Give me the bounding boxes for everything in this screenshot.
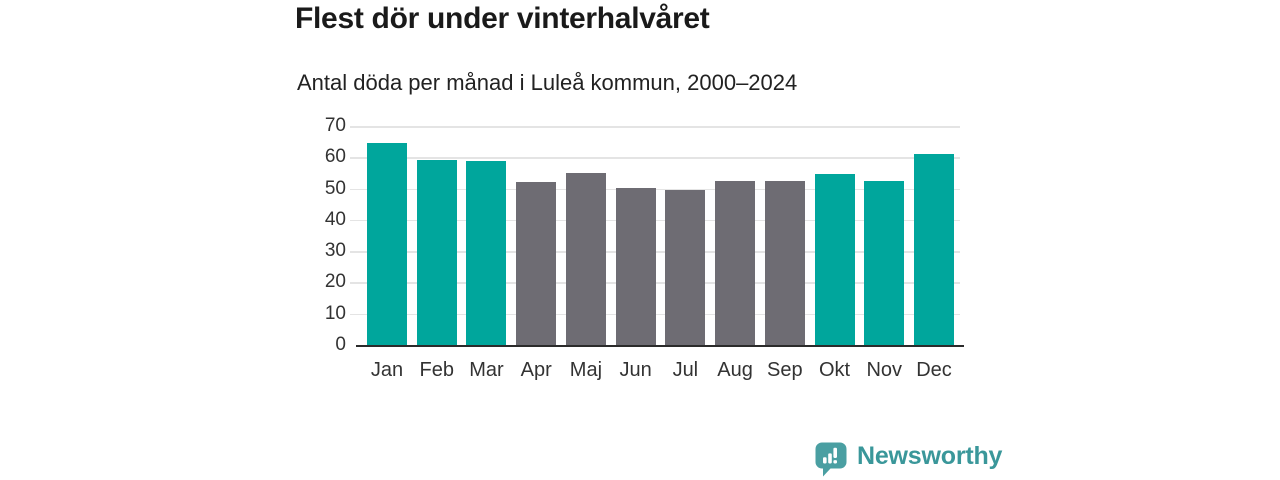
- x-tick-label-jan: Jan: [370, 359, 404, 381]
- x-tick-label-okt: Okt: [818, 359, 851, 381]
- gridline-60: [350, 157, 960, 159]
- x-tick-label-maj: Maj: [569, 359, 603, 381]
- bar-jul: [665, 189, 706, 345]
- y-tick-label-0: 0: [335, 334, 346, 355]
- bar-aug: [715, 181, 756, 345]
- bar-sep: [764, 180, 805, 345]
- x-tick-label-mar: Mar: [469, 359, 504, 381]
- plot-area: [350, 126, 960, 345]
- bar-nov: [864, 180, 905, 345]
- newsworthy-logo: Newsworthy: [814, 441, 1002, 478]
- bar-jan: [367, 142, 407, 345]
- y-tick-label-50: 50: [324, 177, 346, 199]
- bar-dec: [913, 154, 954, 345]
- y-tick-label-40: 40: [324, 208, 346, 230]
- x-tick-label-jun: Jun: [619, 359, 652, 381]
- bar-feb: [416, 160, 457, 345]
- x-tick-label-nov: Nov: [866, 359, 903, 381]
- gridline-70: [350, 126, 960, 128]
- bar-okt: [814, 173, 855, 345]
- bar-jun: [615, 187, 656, 345]
- bar-maj: [565, 172, 606, 345]
- x-tick-label-jul: Jul: [672, 359, 699, 381]
- x-tick-label-feb: Feb: [419, 359, 454, 381]
- x-tick-label-sep: Sep: [767, 359, 803, 381]
- chart-subtitle: Antal döda per månad i Luleå kommun, 200…: [297, 70, 798, 95]
- y-tick-label-60: 60: [324, 146, 346, 168]
- y-tick-label-70: 70: [324, 115, 346, 136]
- y-tick-label-20: 20: [324, 271, 346, 293]
- bar-apr: [516, 181, 557, 345]
- x-axis-line: [356, 344, 964, 347]
- y-tick-label-30: 30: [324, 240, 346, 262]
- bar-mar: [466, 161, 507, 345]
- newsworthy-wordmark: Newsworthy: [857, 442, 1003, 470]
- y-tick-label-10: 10: [324, 302, 346, 324]
- x-tick-label-dec: Dec: [916, 359, 952, 381]
- bar-chart-speech-bubble-icon: [815, 442, 847, 477]
- x-tick-label-apr: Apr: [520, 359, 552, 381]
- x-tick-label-aug: Aug: [717, 359, 753, 381]
- chart-title: Flest dör under vinterhalvåret: [295, 2, 710, 35]
